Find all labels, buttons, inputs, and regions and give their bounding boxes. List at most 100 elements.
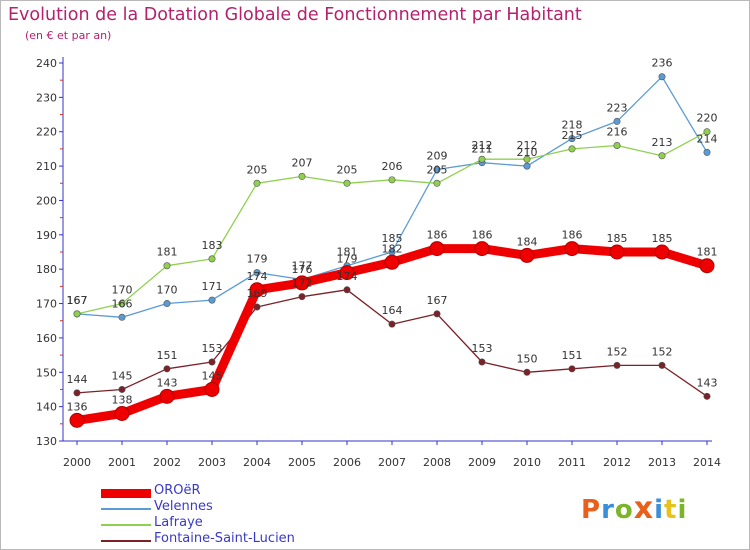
data-point <box>253 303 261 311</box>
data-point <box>163 262 171 270</box>
data-label: 151 <box>157 349 178 362</box>
data-point <box>523 368 531 376</box>
data-point <box>298 172 306 180</box>
data-point <box>654 244 670 260</box>
legend-label: Velennes <box>154 499 213 514</box>
data-point <box>703 392 711 400</box>
data-label: 223 <box>607 101 628 114</box>
data-point <box>613 361 621 369</box>
y-tick-label: 190 <box>36 229 57 242</box>
data-point <box>523 162 531 170</box>
data-point <box>478 155 486 163</box>
legend-label: Fontaine-Saint-Lucien <box>154 531 295 546</box>
data-point <box>298 293 306 301</box>
data-label: 151 <box>562 349 583 362</box>
y-tick-label: 240 <box>36 57 57 70</box>
x-tick-label: 2008 <box>423 456 451 469</box>
data-label: 185 <box>607 232 628 245</box>
x-tick-label: 2007 <box>378 456 406 469</box>
data-label: 213 <box>652 136 673 149</box>
data-label: 210 <box>517 146 538 159</box>
legend-swatch <box>101 488 151 498</box>
data-label: 212 <box>517 139 538 152</box>
data-label: 170 <box>112 284 133 297</box>
x-tick-label: 2004 <box>243 456 271 469</box>
data-point <box>433 179 441 187</box>
data-label: 205 <box>337 163 358 176</box>
y-tick-label: 200 <box>36 194 57 207</box>
data-point <box>429 241 445 257</box>
data-point <box>564 241 580 257</box>
data-label: 167 <box>67 294 88 307</box>
data-label: 144 <box>67 373 88 386</box>
data-point <box>208 358 216 366</box>
data-label: 183 <box>202 239 223 252</box>
data-point <box>339 265 355 281</box>
data-label: 205 <box>427 163 448 176</box>
y-tick-label: 150 <box>36 366 57 379</box>
proxiti-logo: Proxiti <box>581 491 688 526</box>
x-tick-label: 2005 <box>288 456 316 469</box>
data-label: 164 <box>382 304 403 317</box>
data-label: 205 <box>247 163 268 176</box>
data-point <box>73 389 81 397</box>
data-point <box>568 365 576 373</box>
data-point <box>523 155 531 163</box>
data-point <box>163 365 171 373</box>
data-label: 138 <box>112 394 133 407</box>
data-label: 170 <box>157 284 178 297</box>
data-label: 174 <box>337 270 358 283</box>
y-tick-label: 130 <box>36 435 57 448</box>
data-point <box>388 176 396 184</box>
data-label: 209 <box>427 150 448 163</box>
data-label: 152 <box>607 345 628 358</box>
data-point <box>519 247 535 263</box>
legend-swatch <box>101 508 151 510</box>
x-tick-label: 2003 <box>198 456 226 469</box>
x-tick-label: 2006 <box>333 456 361 469</box>
y-tick-label: 220 <box>36 126 57 139</box>
x-tick-label: 2013 <box>648 456 676 469</box>
data-label: 186 <box>562 229 583 242</box>
data-point <box>208 255 216 263</box>
data-label: 179 <box>337 253 358 266</box>
legend-label: Lafraye <box>154 515 203 530</box>
data-label: 218 <box>562 119 583 132</box>
data-label: 236 <box>652 57 673 70</box>
data-label: 177 <box>292 259 313 272</box>
data-point <box>433 166 441 174</box>
data-point <box>294 275 310 291</box>
data-label: 143 <box>697 376 718 389</box>
series-points <box>69 73 715 428</box>
data-point <box>118 313 126 321</box>
data-point <box>118 385 126 393</box>
legend-label: OROëR <box>154 483 201 498</box>
data-point <box>433 310 441 318</box>
data-point <box>159 388 175 404</box>
data-label: 186 <box>427 229 448 242</box>
data-point <box>609 244 625 260</box>
data-point <box>474 241 490 257</box>
x-tick-label: 2011 <box>558 456 586 469</box>
data-point <box>249 282 265 298</box>
y-tick-label: 140 <box>36 401 57 414</box>
data-label: 167 <box>67 294 88 307</box>
x-tick-label: 2009 <box>468 456 496 469</box>
x-tick-label: 2000 <box>63 456 91 469</box>
data-point <box>343 286 351 294</box>
data-point <box>568 135 576 143</box>
data-label: 215 <box>562 129 583 142</box>
data-label: 185 <box>382 232 403 245</box>
data-label: 145 <box>112 369 133 382</box>
data-point <box>73 310 81 318</box>
data-point <box>613 141 621 149</box>
data-label: 206 <box>382 160 403 173</box>
data-label: 220 <box>697 112 718 125</box>
y-tick-label: 230 <box>36 91 57 104</box>
data-label: 150 <box>517 352 538 365</box>
data-label: 136 <box>67 400 88 413</box>
data-label: 216 <box>607 125 628 138</box>
data-point <box>658 73 666 81</box>
